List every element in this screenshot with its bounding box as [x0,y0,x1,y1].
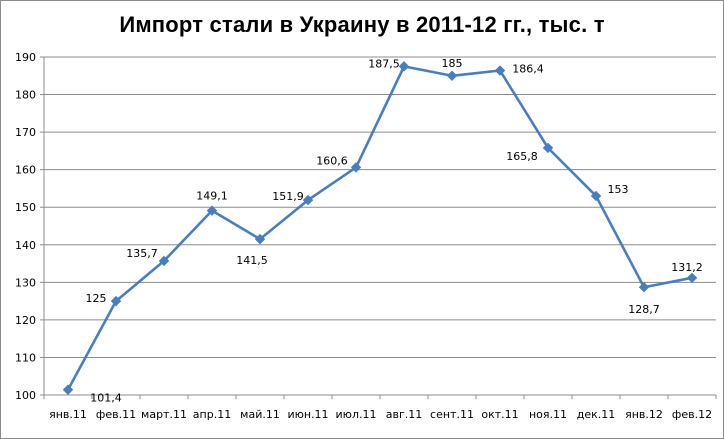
x-tick-label: янв.12 [625,408,663,421]
y-tick-label: 180 [15,89,36,102]
data-label: 135,7 [126,247,158,260]
series-line [66,65,693,391]
data-point [494,65,506,76]
y-tick-label: 170 [15,126,36,139]
x-tick-label: май.11 [240,408,280,421]
y-tick-label: 160 [15,164,36,177]
data-point [110,295,122,307]
data-point [590,190,602,202]
x-tick-label: фев.11 [96,408,136,421]
x-tick-label: дек.11 [577,408,616,421]
data-label: 128,7 [628,303,660,316]
y-tick-label: 130 [15,276,36,289]
data-label: 149,1 [196,190,228,203]
y-tick-label: 110 [15,351,36,364]
data-point [62,384,74,395]
x-tick-label: окт.11 [481,408,518,421]
y-tick-label: 150 [15,201,36,214]
data-point [158,255,170,267]
y-tick-label: 100 [15,389,36,402]
y-tick-label: 140 [15,239,36,252]
chart-title: Импорт стали в Украину в 2011-12 гг., ты… [119,12,605,37]
data-label: 186,4 [512,63,544,76]
data-label: 187,5 [368,57,400,70]
x-tick-label: сент.11 [430,408,474,421]
y-tick-label: 120 [15,314,36,327]
data-point [302,194,314,206]
x-tick-label: апр.11 [193,408,231,421]
data-label: 151,9 [272,190,304,203]
x-tick-label: ноя.11 [529,408,567,421]
data-point [686,272,698,284]
data-label: 185 [442,57,463,70]
x-tick-label: март.11 [141,408,187,421]
x-tick-label: янв.11 [49,408,87,421]
x-tick-label: авг.11 [386,408,423,421]
data-label: 141,5 [236,254,268,267]
data-point [350,162,362,173]
data-label: 160,6 [316,154,348,167]
data-point [446,70,458,81]
data-label: 101,4 [90,392,122,405]
data-label: 125 [86,292,107,305]
data-label: 153 [608,183,629,196]
x-tick-label: фев.12 [672,408,712,421]
data-point [542,142,554,154]
data-point [206,205,218,216]
x-tick-label: июн.11 [287,408,328,421]
y-tick-label: 190 [15,51,36,64]
data-label: 131,2 [671,261,703,274]
data-point [254,233,266,245]
x-tick-label: июл.11 [336,408,377,421]
data-point [638,282,650,293]
data-point [398,61,410,72]
data-label: 165,8 [506,150,538,163]
